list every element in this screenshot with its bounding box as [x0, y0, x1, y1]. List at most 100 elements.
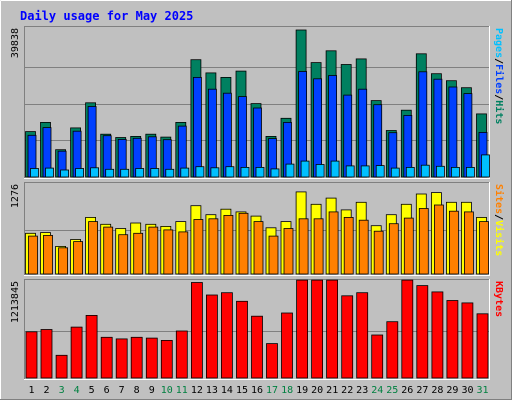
bar-sites-day-12: [193, 219, 204, 275]
x-tick-label: 13: [206, 385, 218, 396]
bar-pages-day-4: [75, 168, 84, 178]
bar-pages-day-22: [345, 165, 355, 178]
series-pages: [30, 154, 490, 178]
x-tick-label: 28: [431, 385, 443, 396]
legend-part: /: [493, 214, 504, 220]
x-tick-label: 4: [74, 385, 80, 396]
x-tick-label: 20: [311, 385, 323, 396]
bar-kbytes-day-28: [431, 291, 444, 379]
bar-kbytes-day-25: [386, 321, 399, 379]
x-tick-label: 23: [356, 385, 368, 396]
x-axis-day-labels: 1 2 3 4 5 6 7 8 9 10 11 12 13 14 15 16 17 18 19 20 21 22 23 24 2…: [28, 385, 488, 396]
bar-pages-day-15: [240, 166, 250, 178]
bar-pages-day-13: [210, 167, 220, 178]
bar-sites-day-3: [58, 247, 68, 275]
panel-kbytes: 1213845 KBytes: [10, 279, 504, 380]
x-tick-label: 12: [191, 385, 203, 396]
x-tick-label: 25: [386, 385, 398, 396]
bar-pages-day-10: [165, 168, 175, 178]
legend-part: /: [493, 58, 504, 64]
bar-kbytes-day-19: [296, 279, 309, 379]
bar-pages-day-30: [465, 166, 475, 178]
bar-pages-day-8: [135, 168, 145, 178]
bar-sites-day-28: [433, 204, 444, 275]
bar-kbytes-day-26: [401, 279, 414, 379]
bar-pages-day-12: [195, 166, 205, 178]
bar-files-day-23: [358, 88, 368, 178]
bar-sites-day-2: [43, 234, 53, 275]
chart-title: Daily usage for May 2025: [20, 9, 193, 23]
x-tick-label: 11: [176, 385, 188, 396]
legend-part: Sites: [493, 184, 505, 214]
x-tick-label: 14: [221, 385, 233, 396]
x-tick-label: 2: [43, 385, 49, 396]
bar-pages-day-3: [60, 169, 69, 178]
bar-kbytes-day-13: [205, 294, 218, 379]
bar-pages-day-17: [270, 168, 280, 178]
series-legend-label: KBytes: [493, 281, 504, 317]
bar-pages-day-1: [30, 168, 39, 178]
bar-kbytes-day-29: [446, 300, 459, 379]
bar-kbytes-day-23: [356, 292, 369, 379]
bar-kbytes-day-10: [160, 339, 173, 379]
bar-sites-day-22: [343, 216, 354, 275]
x-tick-label: 1: [28, 385, 34, 396]
bar-kbytes-day-1: [25, 331, 38, 379]
bar-kbytes-day-17: [266, 343, 278, 379]
bar-sites-day-10: [163, 229, 174, 275]
y-max-label: 1276: [10, 184, 21, 208]
bar-pages-day-14: [225, 166, 235, 178]
bar-sites-day-13: [208, 218, 219, 275]
bar-pages-day-19: [300, 160, 310, 178]
bar-kbytes-day-11: [175, 330, 188, 379]
x-tick-label: 29: [446, 385, 458, 396]
bar-files-day-28: [433, 78, 443, 178]
bar-kbytes-day-7: [115, 338, 128, 379]
bar-files-day-22: [343, 94, 353, 178]
bar-pages-day-24: [375, 165, 385, 178]
bar-files-day-29: [448, 86, 458, 178]
bar-files-day-20: [313, 78, 323, 178]
bar-pages-day-27: [420, 164, 430, 178]
bar-kbytes-day-5: [85, 314, 98, 379]
y-max-label: 1213845: [10, 281, 21, 323]
x-tick-label: 18: [281, 385, 293, 396]
bar-sites-day-17: [268, 235, 279, 275]
legend-part: KBytes: [493, 281, 504, 317]
bar-sites-day-20: [313, 218, 324, 275]
bar-sites-day-30: [463, 211, 474, 275]
bar-sites-day-6: [103, 226, 114, 275]
bar-pages-day-25: [390, 167, 400, 178]
series-legend-label: Pages/Files/Hits: [493, 28, 505, 124]
bar-kbytes-day-6: [100, 336, 113, 379]
bar-pages-day-31: [481, 154, 490, 178]
series-legend-label: Sites/Visits: [493, 184, 505, 256]
bar-sites-day-4: [73, 241, 83, 275]
bar-sites-day-7: [118, 234, 129, 275]
x-tick-label: 17: [266, 385, 278, 396]
bar-files-day-12: [192, 77, 202, 178]
bar-pages-day-16: [255, 166, 265, 178]
bar-pages-day-26: [405, 166, 415, 178]
bar-kbytes-day-27: [416, 285, 429, 379]
bar-files-day-15: [238, 96, 247, 178]
x-tick-label: 27: [416, 385, 428, 396]
bar-pages-day-20: [315, 164, 325, 178]
bar-sites-day-11: [178, 231, 189, 275]
bar-pages-day-29: [450, 166, 460, 178]
bar-kbytes-day-16: [251, 315, 263, 379]
bar-sites-day-16: [253, 221, 264, 275]
bar-files-day-27: [418, 71, 428, 178]
bar-kbytes-day-8: [130, 336, 143, 379]
bar-kbytes-day-20: [311, 279, 324, 379]
bar-sites-day-15: [238, 212, 249, 275]
panel-visits: 1276 Sites/Visits: [10, 182, 505, 276]
bar-sites-day-5: [88, 221, 98, 275]
bar-sites-day-24: [373, 230, 384, 275]
x-tick-label: 26: [401, 385, 413, 396]
legend-part: Visits: [493, 220, 505, 256]
bar-kbytes-day-21: [326, 279, 339, 379]
legend-part: Hits: [493, 100, 505, 124]
